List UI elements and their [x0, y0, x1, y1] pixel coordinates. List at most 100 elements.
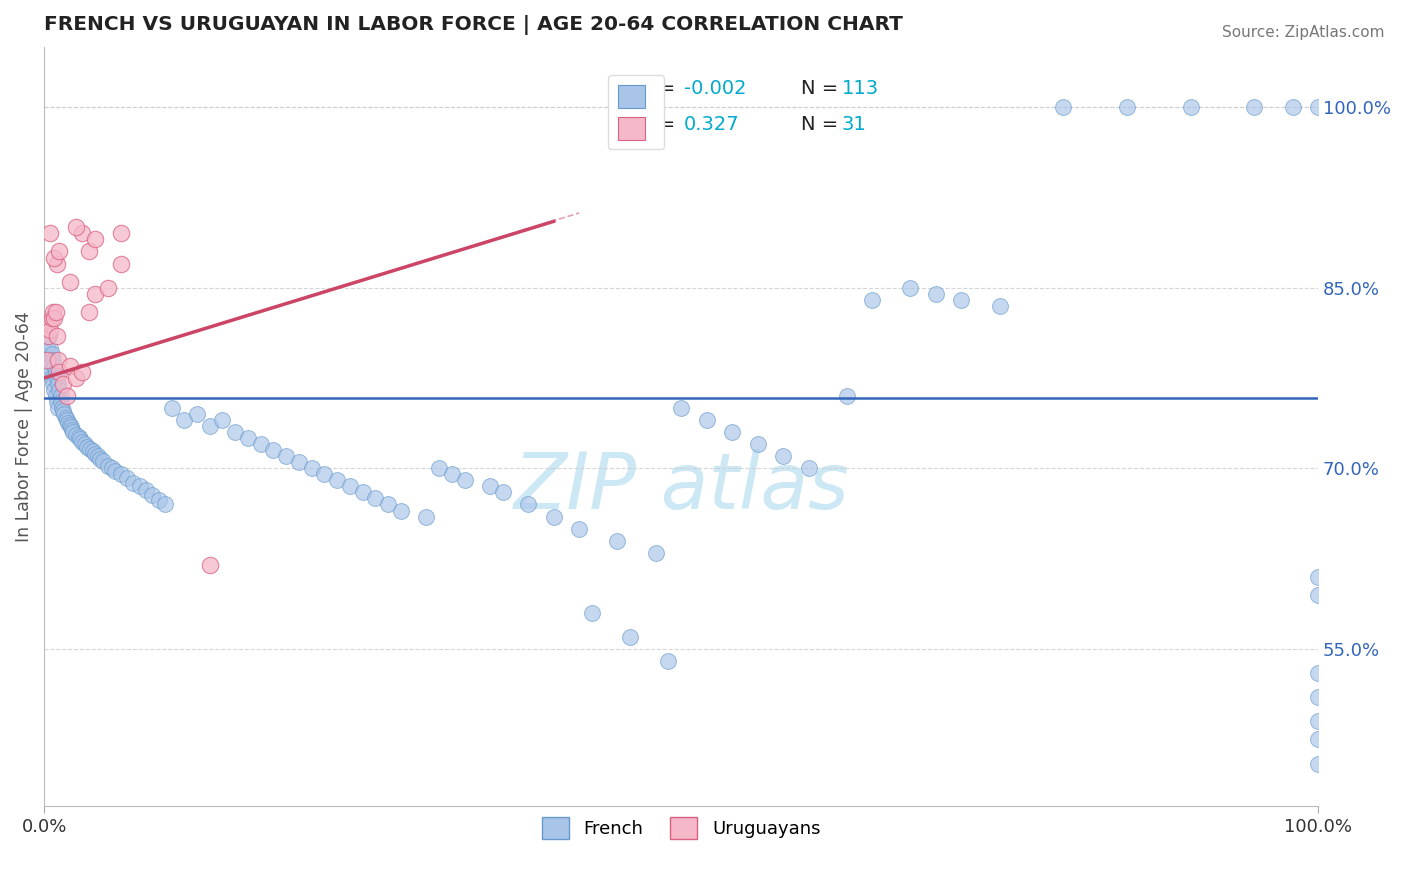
Point [211, 413, 233, 427]
Point [644, 546, 666, 560]
Point [1308, 714, 1330, 729]
Point [160, 401, 183, 416]
Point [860, 293, 883, 307]
Point [224, 425, 246, 440]
Point [262, 443, 284, 458]
Point [721, 425, 744, 440]
Point [77, 304, 100, 318]
Point [100, 461, 122, 475]
Point [79, 442, 101, 456]
Point [45, 328, 67, 343]
Point [288, 455, 311, 469]
Point [479, 479, 502, 493]
Point [42, 352, 65, 367]
Point [44, 310, 66, 325]
Point [619, 630, 641, 644]
Point [772, 450, 794, 464]
Point [84, 447, 107, 461]
Point [517, 498, 540, 512]
Text: N =: N = [801, 114, 845, 134]
Point [52, 377, 75, 392]
Point [1180, 100, 1202, 114]
Text: N =: N = [801, 78, 845, 98]
Point [45, 389, 67, 403]
Point [82, 444, 104, 458]
Point [339, 479, 361, 493]
Point [44, 383, 66, 397]
Text: FRENCH VS URUGUAYAN IN LABOR FORCE | AGE 20-64 CORRELATION CHART: FRENCH VS URUGUAYAN IN LABOR FORCE | AGE… [44, 15, 903, 35]
Point [35, 341, 58, 355]
Point [55, 410, 77, 425]
Point [415, 509, 437, 524]
Point [110, 227, 132, 241]
Point [135, 483, 157, 497]
Point [46, 352, 69, 367]
Point [44, 251, 66, 265]
Point [1308, 690, 1330, 705]
Point [46, 401, 69, 416]
Point [49, 395, 72, 409]
Point [65, 220, 87, 235]
Point [72, 227, 94, 241]
Point [45, 395, 67, 409]
Point [38, 328, 60, 343]
Point [51, 401, 73, 416]
Point [236, 431, 259, 445]
Point [606, 533, 628, 548]
Point [364, 491, 387, 506]
Point [89, 451, 111, 466]
Legend: French, Uruguayans: French, Uruguayans [534, 810, 828, 846]
Point [377, 498, 399, 512]
Point [581, 606, 603, 620]
Point [37, 352, 59, 367]
Point [747, 437, 769, 451]
Point [427, 461, 450, 475]
Point [56, 389, 79, 403]
Point [48, 365, 70, 379]
Point [41, 347, 63, 361]
Point [249, 437, 271, 451]
Point [45, 304, 67, 318]
Point [77, 244, 100, 259]
Point [58, 416, 80, 430]
Point [900, 280, 922, 294]
Point [37, 317, 59, 331]
Point [186, 407, 208, 421]
Point [314, 467, 336, 482]
Point [148, 492, 170, 507]
Point [58, 359, 80, 373]
Point [389, 503, 412, 517]
Point [58, 275, 80, 289]
Point [53, 407, 76, 421]
Point [110, 256, 132, 270]
Point [41, 371, 63, 385]
Point [69, 433, 91, 447]
Point [39, 341, 62, 355]
Point [1243, 100, 1265, 114]
Point [65, 371, 87, 385]
Point [115, 471, 138, 485]
Point [59, 420, 82, 434]
Point [84, 232, 107, 246]
Point [835, 389, 858, 403]
Point [60, 423, 83, 437]
Point [568, 522, 591, 536]
Point [97, 280, 120, 294]
Point [141, 488, 163, 502]
Point [104, 464, 127, 478]
Point [58, 417, 80, 432]
Point [52, 403, 75, 417]
Point [1308, 100, 1330, 114]
Point [173, 413, 195, 427]
Text: R =: R = [640, 114, 682, 134]
Point [38, 359, 60, 373]
Point [352, 485, 374, 500]
Point [440, 467, 463, 482]
Point [453, 474, 475, 488]
Point [67, 430, 90, 444]
Point [669, 401, 692, 416]
Text: ZIP atlas: ZIP atlas [513, 449, 849, 524]
Point [925, 286, 948, 301]
Point [65, 427, 87, 442]
Y-axis label: In Labor Force | Age 20-64: In Labor Force | Age 20-64 [15, 310, 32, 541]
